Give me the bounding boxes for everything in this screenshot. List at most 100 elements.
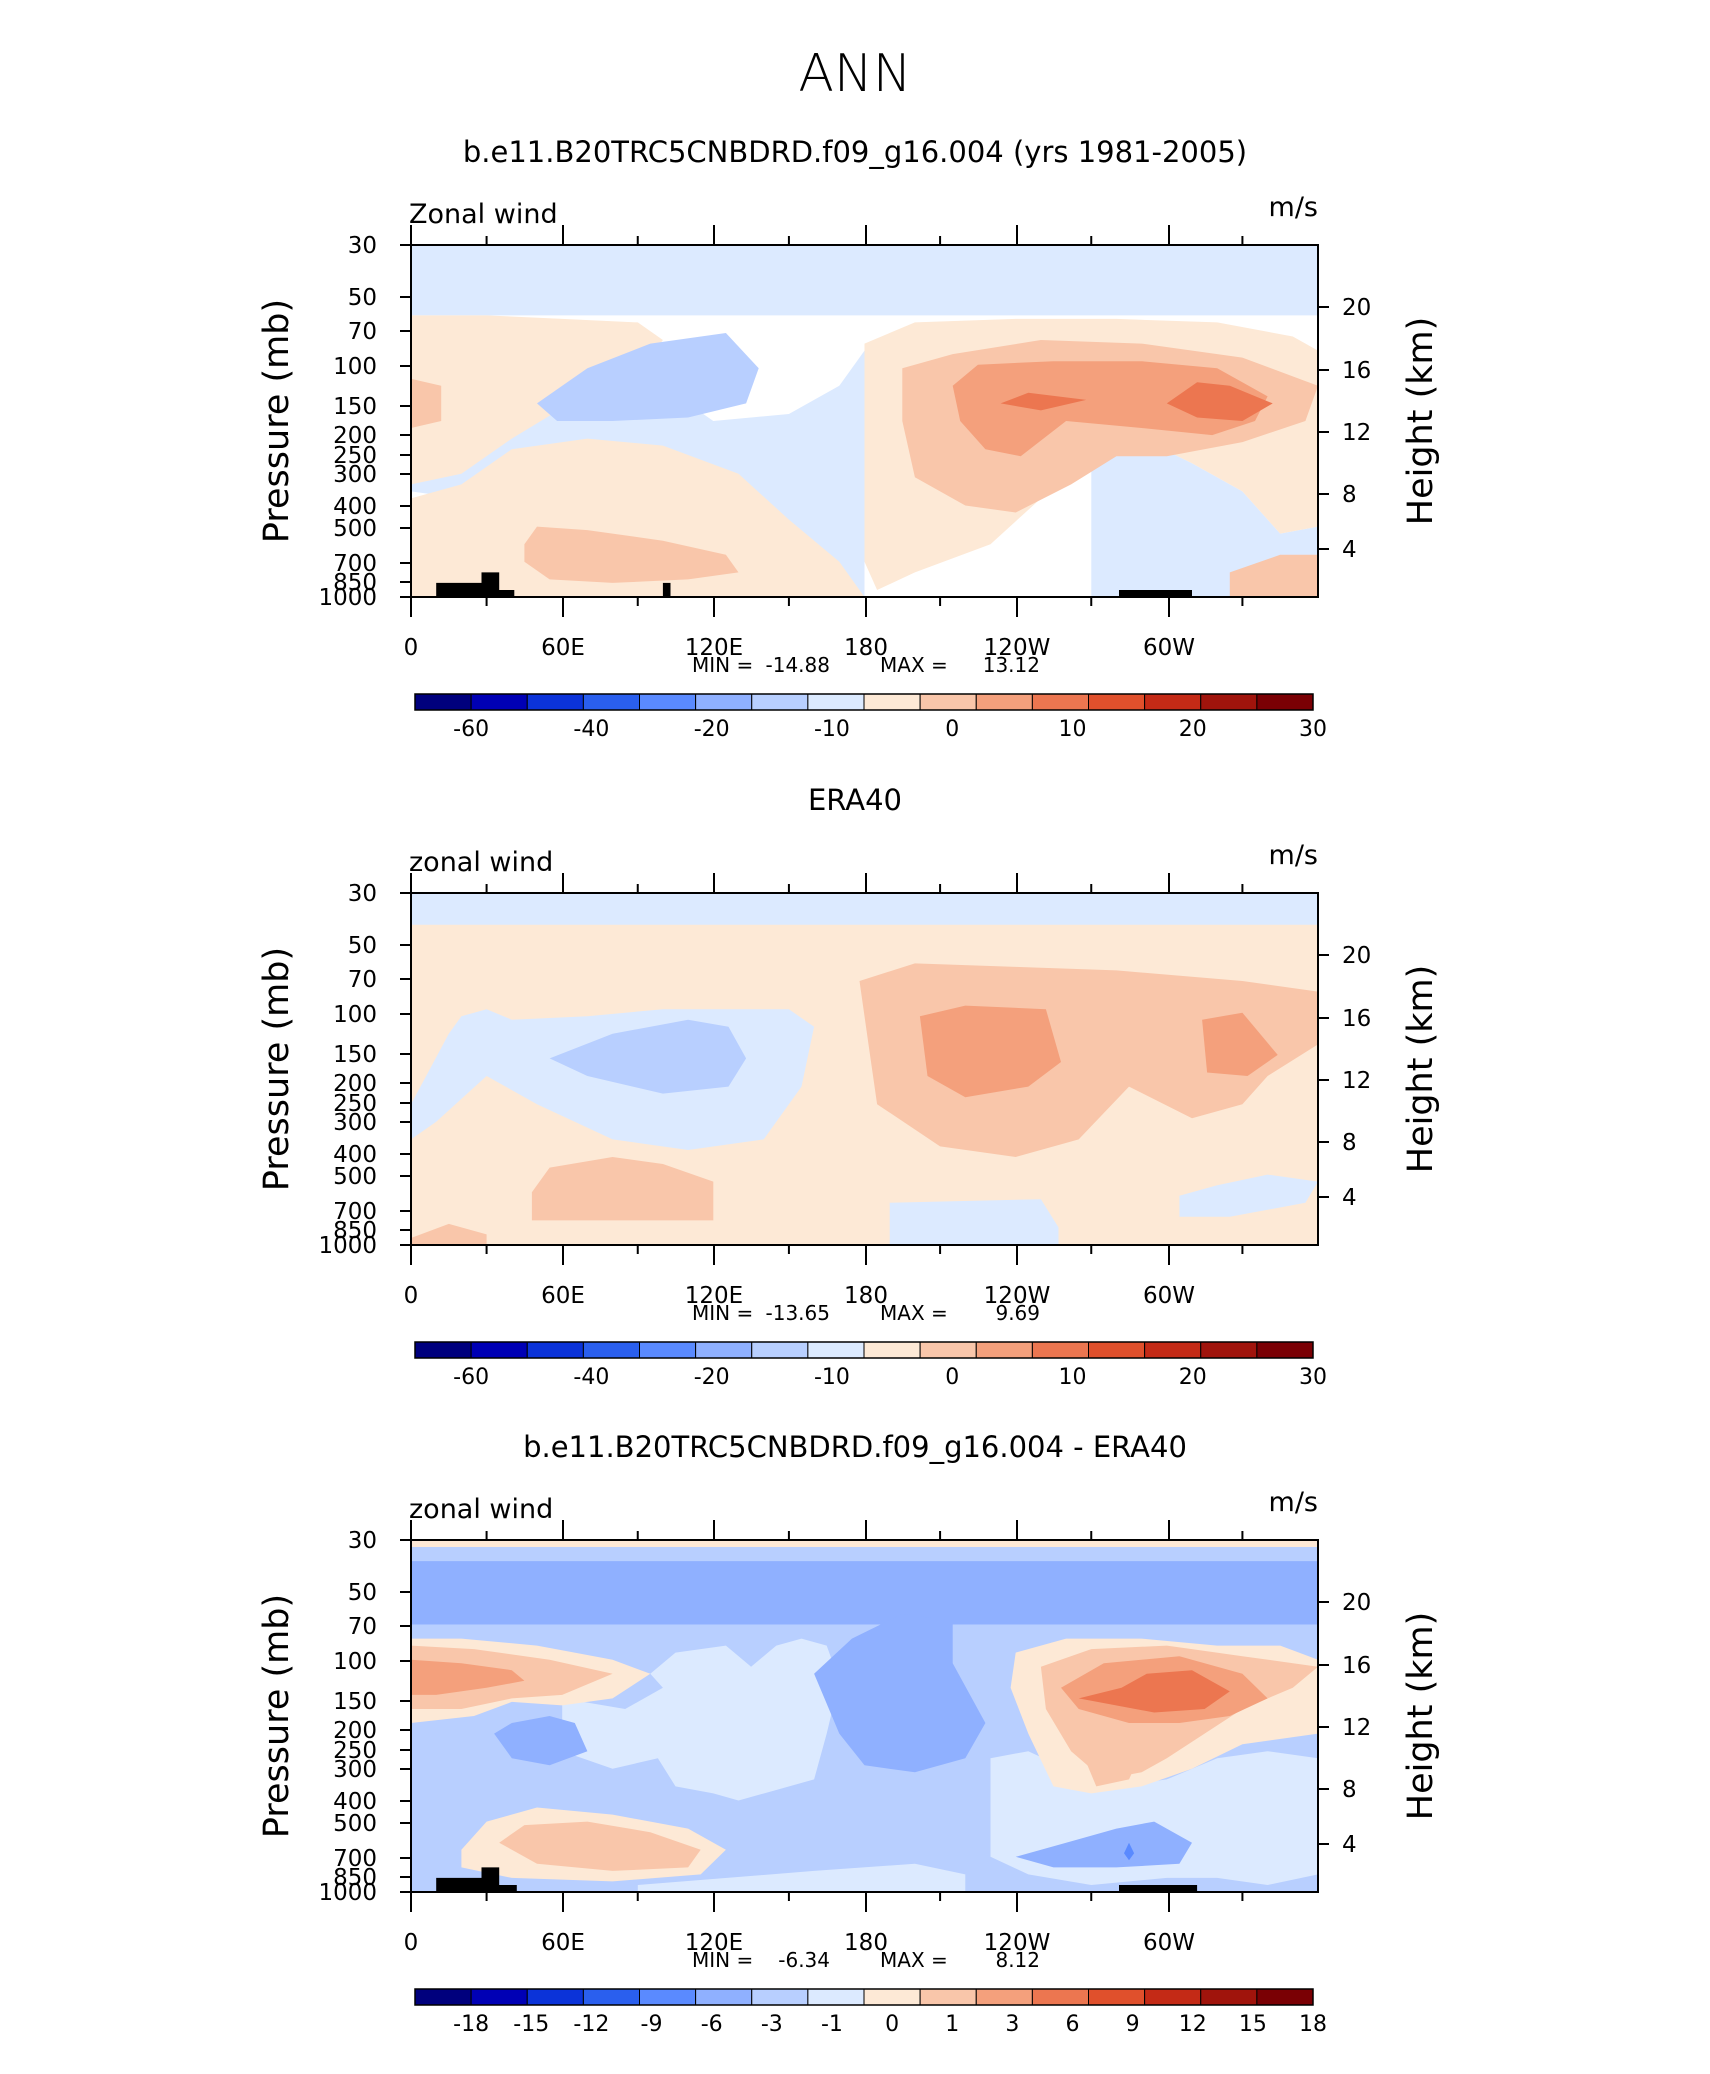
colorbar-swatch [639,1988,697,2006]
colorbar-swatch [1256,693,1314,711]
colorbar-label: 12 [1179,2012,1207,2037]
colorbar-swatch [414,1341,472,1359]
contour-region [411,438,865,597]
colorbar-frame [414,693,1314,711]
y-tick-label: 30 [348,1528,377,1554]
y-tick-label: 100 [333,1002,377,1028]
y-tick-label: 300 [333,1757,377,1783]
units-label: m/s [1269,192,1318,223]
colorbar-swatch [975,1341,1033,1359]
contour-region [494,1716,588,1766]
chart-title: ERA40 [808,783,902,817]
chart-title: b.e11.B20TRC5CNBDRD.f09_g16.004 (yrs 198… [463,135,1247,169]
y-right-axis-label: Height (km) [1401,1612,1441,1821]
y-tick-label: 400 [333,1789,377,1815]
colorbar-swatch [695,1988,753,2006]
y-tick-label: 150 [333,394,377,420]
plot-area [411,245,1318,597]
max-label: MAX = [880,1301,948,1325]
y-right-tick-label: 20 [1342,1590,1371,1616]
contour-region [1091,438,1318,597]
colorbar-label: 9 [1126,2012,1140,2037]
field-label: Zonal wind [409,199,558,230]
contour-region [549,1019,747,1094]
y-right-tick-label: 20 [1342,943,1371,969]
colorbar-swatch [807,1988,865,2006]
contour-region [531,1157,714,1221]
colorbar-label: 0 [945,717,959,742]
y-tick-label: 30 [348,233,377,259]
colorbar-swatch [807,1341,865,1359]
contour-region [889,1199,1059,1245]
y-tick-label: 400 [333,494,377,520]
colorbar-swatch [751,693,809,711]
plot-area [411,1540,1318,1892]
min-value: -14.88 [766,653,830,677]
colorbar-swatch [863,693,921,711]
colorbar-swatch [1088,693,1146,711]
contour-region [562,1638,840,1801]
colorbar-label: 18 [1299,2012,1327,2037]
y-tick-label: 500 [333,1164,377,1190]
y-right-tick-label: 8 [1342,1777,1357,1803]
y-tick-label: 700 [333,1199,377,1225]
y-right-axis-label: Height (km) [1401,965,1441,1174]
contour-region [1179,1174,1318,1217]
colorbar-label: -12 [573,2012,609,2037]
colorbar-swatch [863,1341,921,1359]
x-tick-label: 60E [541,635,585,661]
colorbar-swatch [414,1988,472,2006]
colorbar-swatch [1200,1341,1258,1359]
contour-region [411,245,1318,316]
contour-region [524,526,739,583]
y-tick-label: 1000 [318,1880,377,1906]
y-tick-label: 150 [333,1042,377,1068]
y-right-tick-label: 12 [1342,1715,1371,1741]
contour-region [1202,1012,1278,1076]
y-axis-label: Pressure (mb) [257,947,297,1191]
colorbar-label: 15 [1239,2012,1267,2037]
y-tick-label: 50 [348,933,377,959]
colorbar-swatch [1256,1988,1314,2006]
colorbar-label: -9 [641,2012,663,2037]
topography-mask [662,582,671,597]
x-tick-label: 120W [984,1930,1051,1956]
x-tick-label: 60W [1143,1283,1195,1309]
x-tick-label: 120E [685,635,743,661]
colorbar-swatch [919,1988,977,2006]
colorbar-swatch [1031,1988,1089,2006]
colorbar-swatch [751,1988,809,2006]
x-tick-label: 60W [1143,635,1195,661]
colorbar-swatch [919,1341,977,1359]
contour-region [411,378,442,428]
contour-region [1124,1842,1135,1861]
contour-region [952,361,1268,457]
colorbar-swatch [1031,1341,1089,1359]
colorbar-swatch [526,693,584,711]
y-tick-label: 250 [333,1738,377,1764]
colorbar-label: -60 [453,717,489,742]
colorbar-label: 20 [1179,717,1207,742]
contour-region [1078,1733,1142,1787]
y-right-tick-label: 4 [1342,537,1357,563]
colorbar-label: 1 [945,2012,959,2037]
y-tick-label: 300 [333,1110,377,1136]
min-label: MIN = [692,653,753,677]
contour-region [1000,392,1087,411]
y-tick-label: 500 [333,1811,377,1837]
colorbar-swatch [582,1988,640,2006]
plot-frame [410,1539,1319,1893]
colorbar-swatch [414,693,472,711]
y-tick-label: 50 [348,1580,377,1606]
y-tick-label: 300 [333,462,377,488]
colorbar-swatch [695,1341,753,1359]
contour-region [919,1005,1061,1098]
y-tick-label: 1000 [318,585,377,611]
colorbar-label: -10 [814,1365,850,1390]
colorbar-label: 6 [1065,2012,1079,2037]
colorbar-swatch [470,693,528,711]
y-tick-label: 70 [348,1614,377,1640]
plot-area [411,893,1318,1245]
contour-region [1015,1821,1192,1868]
y-right-tick-label: 4 [1342,1832,1357,1858]
